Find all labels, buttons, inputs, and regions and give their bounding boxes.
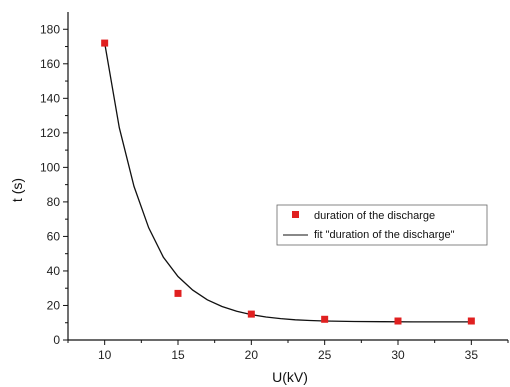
- legend-label-points: duration of the discharge: [314, 210, 435, 222]
- data-point: [467, 317, 475, 325]
- data-point: [321, 315, 329, 323]
- data-point: [101, 39, 109, 47]
- y-tick-label: 160: [40, 57, 60, 71]
- fit-layer: [104, 42, 472, 323]
- y-tick-label: 20: [47, 298, 61, 312]
- legend-label-fit: fit "duration of the discharge": [314, 229, 455, 241]
- y-tick-label: 60: [47, 229, 61, 243]
- data-point: [247, 310, 255, 318]
- points-layer: [101, 39, 475, 325]
- axes: 0 20 40 60 80 100 120 140 160 180 10 15 20 25 30 35: [40, 12, 509, 362]
- data-point: [174, 289, 182, 297]
- y-tick-label: 40: [47, 264, 61, 278]
- fit-curve: [104, 42, 472, 323]
- x-tick-label: 25: [318, 348, 332, 362]
- y-tick-label: 120: [40, 126, 60, 140]
- legend: duration of the discharge fit "duration …: [276, 204, 488, 246]
- legend-box: [276, 204, 488, 246]
- x-tick-label: 20: [245, 348, 259, 362]
- x-tick-label: 10: [98, 348, 112, 362]
- y-tick-label: 80: [47, 195, 61, 209]
- x-tick-label: 15: [171, 348, 185, 362]
- y-axis-title: t (s): [9, 178, 25, 202]
- y-tick-label: 180: [40, 22, 60, 36]
- x-tick-label: 30: [391, 348, 405, 362]
- y-tick-label: 100: [40, 160, 60, 174]
- data-point: [394, 317, 402, 325]
- x-tick-label: 35: [465, 348, 479, 362]
- x-axis-title: U(kV): [272, 369, 308, 385]
- y-tick-label: 140: [40, 91, 60, 105]
- y-tick-label: 0: [53, 333, 60, 347]
- legend-marker-square: [292, 211, 299, 218]
